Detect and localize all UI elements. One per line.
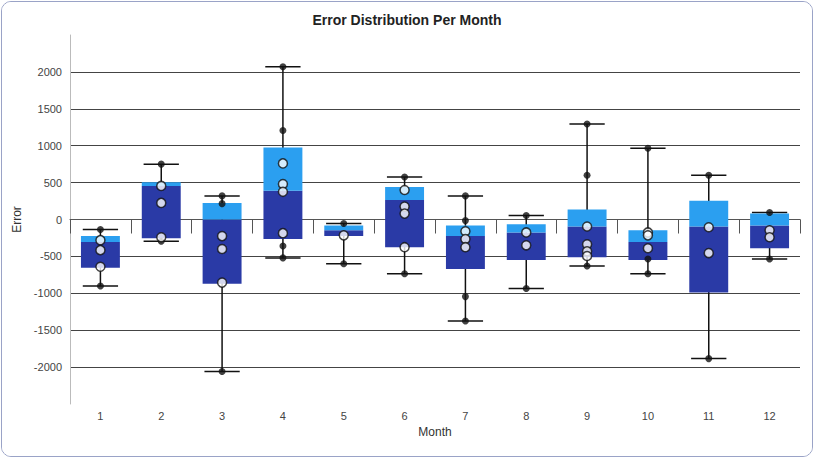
svg-text:12: 12 <box>763 410 775 422</box>
svg-text:-1000: -1000 <box>34 287 62 299</box>
svg-text:-500: -500 <box>40 250 62 262</box>
svg-text:Month: Month <box>418 425 451 439</box>
svg-text:10: 10 <box>642 410 654 422</box>
svg-text:1: 1 <box>97 410 103 422</box>
svg-text:-1500: -1500 <box>34 324 62 336</box>
svg-text:4: 4 <box>280 410 286 422</box>
svg-text:7: 7 <box>462 410 468 422</box>
svg-text:3: 3 <box>219 410 225 422</box>
svg-text:6: 6 <box>402 410 408 422</box>
svg-text:Error: Error <box>10 206 24 233</box>
svg-text:8: 8 <box>523 410 529 422</box>
svg-text:0: 0 <box>56 214 62 226</box>
svg-text:-2000: -2000 <box>34 361 62 373</box>
svg-text:500: 500 <box>44 177 62 189</box>
svg-text:9: 9 <box>584 410 590 422</box>
svg-text:Error Distribution Per Month: Error Distribution Per Month <box>313 12 502 28</box>
svg-text:1000: 1000 <box>38 140 62 152</box>
svg-text:2000: 2000 <box>38 66 62 78</box>
svg-text:1500: 1500 <box>38 103 62 115</box>
svg-text:11: 11 <box>703 410 714 422</box>
svg-text:2: 2 <box>158 410 164 422</box>
svg-text:5: 5 <box>341 410 347 422</box>
